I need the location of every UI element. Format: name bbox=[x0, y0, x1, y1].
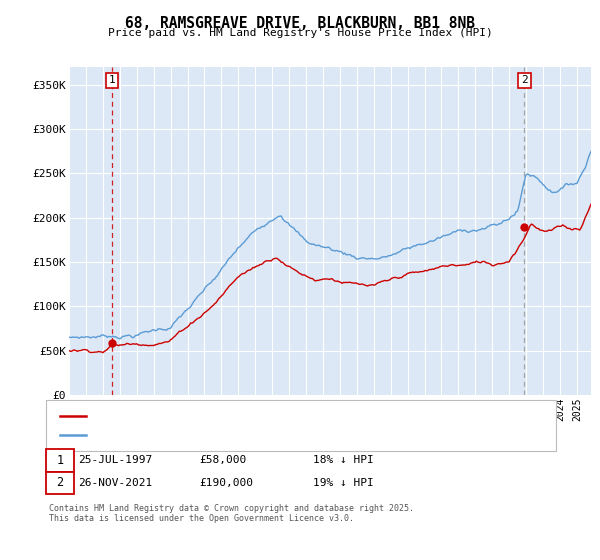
Text: 68, RAMSGREAVE DRIVE, BLACKBURN, BB1 8NB (detached house): 68, RAMSGREAVE DRIVE, BLACKBURN, BB1 8NB… bbox=[90, 410, 432, 421]
Text: 2: 2 bbox=[56, 476, 64, 489]
Text: 19% ↓ HPI: 19% ↓ HPI bbox=[313, 478, 374, 488]
Text: 68, RAMSGREAVE DRIVE, BLACKBURN, BB1 8NB: 68, RAMSGREAVE DRIVE, BLACKBURN, BB1 8NB bbox=[125, 16, 475, 31]
Text: 1: 1 bbox=[109, 76, 116, 85]
Text: Price paid vs. HM Land Registry's House Price Index (HPI): Price paid vs. HM Land Registry's House … bbox=[107, 28, 493, 38]
Text: £58,000: £58,000 bbox=[199, 455, 247, 465]
Text: 1: 1 bbox=[56, 454, 64, 467]
Text: 25-JUL-1997: 25-JUL-1997 bbox=[78, 455, 152, 465]
Text: HPI: Average price, detached house, Blackburn with Darwen: HPI: Average price, detached house, Blac… bbox=[90, 431, 432, 441]
Text: 18% ↓ HPI: 18% ↓ HPI bbox=[313, 455, 374, 465]
Text: 26-NOV-2021: 26-NOV-2021 bbox=[78, 478, 152, 488]
Text: Contains HM Land Registry data © Crown copyright and database right 2025.
This d: Contains HM Land Registry data © Crown c… bbox=[49, 504, 414, 524]
Text: £190,000: £190,000 bbox=[199, 478, 253, 488]
Text: 2: 2 bbox=[521, 76, 528, 85]
